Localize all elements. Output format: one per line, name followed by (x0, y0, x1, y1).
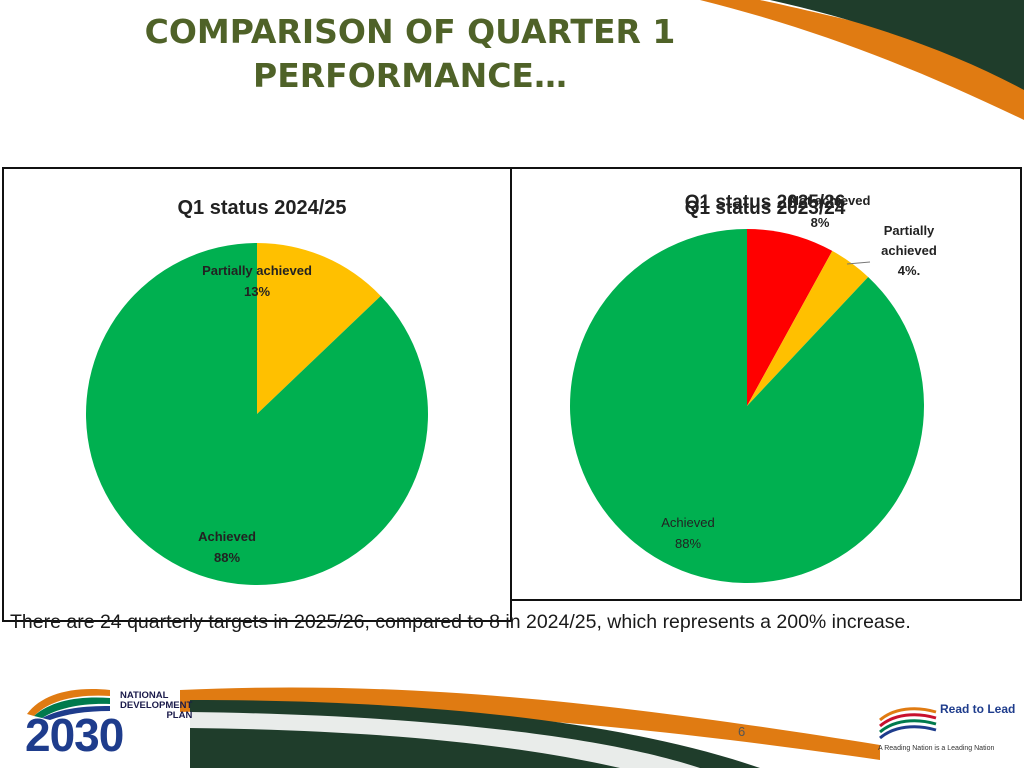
ndp-year: 2030 (25, 709, 124, 761)
ndp-text: NATIONAL DEVELOPMENT PLAN (120, 691, 192, 721)
pie-slices (570, 229, 924, 583)
chart-title: Q1 status 2024/25 (178, 197, 347, 219)
read-to-lead-text: Read to Lead (940, 702, 1016, 716)
ndp-2030-logo: NATIONAL DEVELOPMENT PLAN 2030 (22, 684, 192, 760)
ndp-text-line3: PLAN (166, 710, 193, 721)
pie-slice-achieved (86, 243, 429, 585)
pie-chart-2024-25: Q1 status 2024/25 Partially achieved 13%… (86, 197, 429, 585)
pie-slices (86, 243, 429, 585)
slide-title-line2: PERFORMANCE… (253, 56, 567, 95)
top-right-dark-swoosh (770, 0, 1024, 90)
leader-line-partially-achieved (846, 261, 871, 265)
read-to-lead-logo: Read to Lead A Reading Nation is a Leadi… (876, 698, 1016, 760)
read-to-lead-tagline: A Reading Nation is a Leading Nation (878, 745, 995, 752)
slide-title: COMPARISON OF QUARTER 1 PERFORMANCE… (100, 10, 720, 98)
slice-label-partially-achieved: Partially achieved (202, 263, 312, 278)
flag-swoosh-icon (27, 689, 110, 720)
slice-label-not-achieved: Not achieved (790, 193, 871, 208)
ndp-text-line1: NATIONAL (120, 690, 169, 701)
summary-caption: There are 24 quarterly targets in 2025/2… (10, 611, 911, 633)
slice-label-achieved: Achieved (198, 529, 256, 544)
slide-title-line1: COMPARISON OF QUARTER 1 (144, 12, 676, 51)
pie-slice-not-achieved (747, 229, 833, 406)
slice-value-achieved: 88% (214, 550, 240, 565)
chart-title-overlap: Q1 status 2023/24 (685, 198, 846, 219)
chart-2025-26-panel: Q1 status 2025/26 Q1 status 2023/24 Not … (510, 167, 1022, 601)
pie-chart-2025-26: Q1 status 2025/26 Q1 status 2023/24 Not … (570, 192, 937, 583)
page-number: 6 (738, 724, 746, 739)
slice-value-partially-achieved: 4%. (898, 263, 920, 278)
open-book-icon (879, 707, 937, 740)
slice-value-achieved: 88% (675, 536, 701, 551)
slice-value-not-achieved: 8% (811, 215, 830, 230)
slice-label-partially-achieved-line1: Partially (884, 223, 935, 238)
slice-label-partially-achieved-line2: achieved (881, 243, 937, 258)
pie-slice-partially-achieved (257, 243, 381, 414)
chart-2024-25-panel: Q1 status 2024/25 Partially achieved 13%… (2, 167, 512, 622)
pie-slice-achieved (570, 229, 924, 583)
slice-value-partially-achieved: 13% (244, 284, 270, 299)
pie-slice-partially-achieved (747, 250, 869, 406)
bottom-light-swoosh (190, 712, 700, 768)
chart-title: Q1 status 2025/26 (685, 192, 846, 213)
slice-label-achieved: Achieved (661, 515, 714, 530)
ndp-text-line2: DEVELOPMENT (120, 700, 193, 711)
